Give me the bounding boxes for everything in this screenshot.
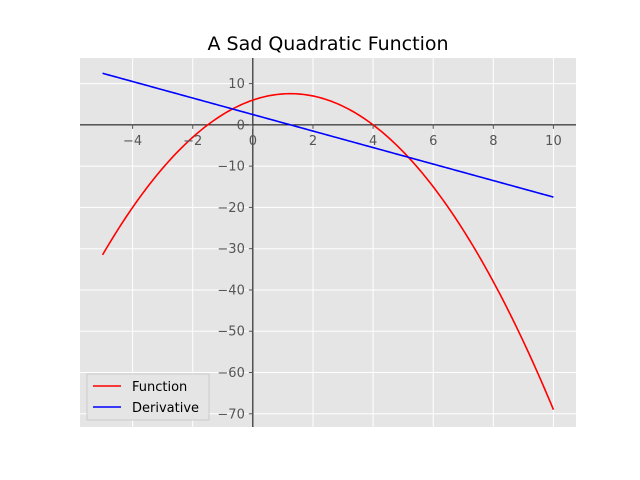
series-layer (101, 72, 555, 410)
x-tick-label: 6 (429, 134, 437, 149)
x-tick-labels: −4 −2 0 2 4 6 8 10 (123, 124, 562, 149)
x-tick-label: 4 (369, 134, 377, 149)
y-tick-labels: 10 0 −10 −20 −30 −40 −50 −60 −70 (217, 77, 253, 422)
y-tick-label: −50 (217, 325, 244, 340)
x-tick-label: 0 (249, 134, 257, 149)
grid-lines (80, 58, 576, 427)
y-tick-label: −10 (217, 160, 244, 175)
plot-area (80, 58, 576, 427)
y-tick-label: 10 (228, 77, 245, 92)
y-tick-label: 0 (237, 118, 245, 133)
y-tick-label: −60 (217, 366, 244, 381)
series-line-function (101, 92, 555, 410)
legend-box (86, 373, 210, 421)
x-tick-label: 8 (489, 134, 497, 149)
y-tick-label: −40 (217, 283, 244, 298)
y-tick-label: −30 (217, 242, 244, 257)
y-tick-label: −70 (217, 407, 244, 422)
legend: Function Derivative (86, 373, 210, 421)
legend-label-function: Function (132, 380, 187, 395)
x-tick-label: 10 (545, 134, 562, 149)
x-tick-label: −2 (183, 134, 202, 149)
chart-title: A Sad Quadratic Function (207, 33, 448, 55)
series-line-derivative (102, 72, 554, 198)
legend-label-derivative: Derivative (132, 401, 199, 416)
x-tick-label: 2 (309, 134, 317, 149)
y-tick-label: −20 (217, 201, 244, 216)
x-tick-label: −4 (123, 134, 142, 149)
